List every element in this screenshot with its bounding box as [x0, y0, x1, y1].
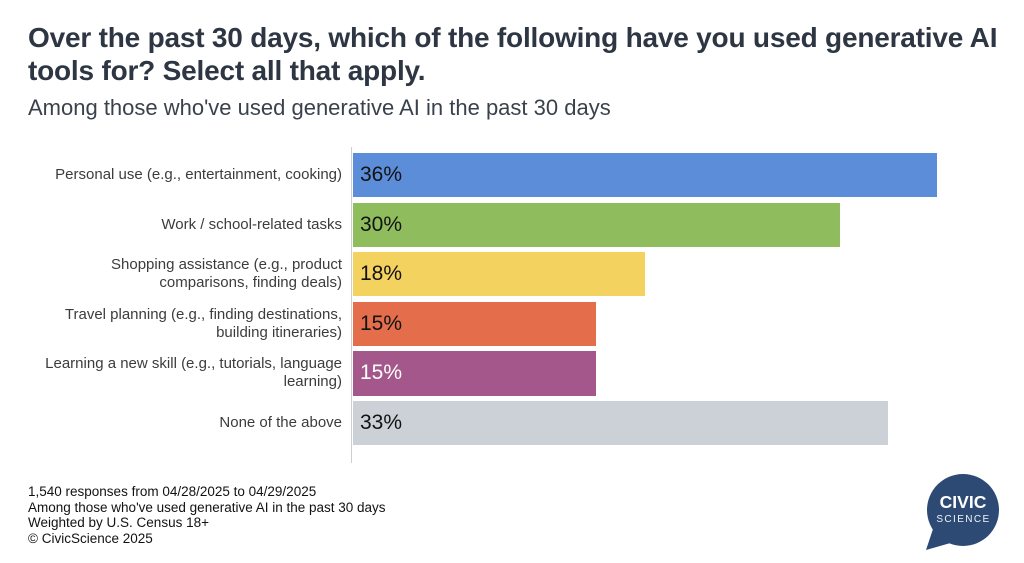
category-label: Personal use (e.g., entertainment, cooki…: [55, 165, 342, 183]
bar-track: 36%: [351, 153, 1024, 198]
bar-row: Learning a new skill (e.g., tutorials, l…: [0, 351, 1024, 396]
bar-row: Shopping assistance (e.g., product compar…: [0, 252, 1024, 297]
bar-row: Travel planning (e.g., finding destinati…: [0, 301, 1024, 346]
bar-track: 15%: [351, 351, 1024, 396]
footer-notes: 1,540 responses from 04/28/2025 to 04/29…: [28, 484, 386, 546]
bar-value-label: 30%: [360, 212, 403, 236]
page-subtitle: Among those who've used generative AI in…: [28, 95, 611, 120]
footer-line: 1,540 responses from 04/28/2025 to 04/29…: [28, 484, 317, 499]
logo-text-science: SCIENCE: [936, 514, 990, 525]
bar: 15%: [353, 301, 597, 346]
speech-bubble-icon: CIVIC SCIENCE: [926, 474, 999, 550]
chart-axis-line: [351, 147, 352, 463]
bar: 30%: [353, 202, 840, 247]
bar-track: 33%: [351, 400, 1024, 446]
footer-line: © CivicScience 2025: [28, 530, 153, 546]
bar-value-label: 36%: [360, 163, 403, 187]
bar-row: Work / school-related tasks 30%: [0, 202, 1024, 247]
category-label: Shopping assistance (e.g., product compar…: [111, 255, 342, 292]
bar-chart: Personal use (e.g., entertainment, cooki…: [0, 153, 1024, 450]
category-label: Travel planning (e.g., finding destinati…: [64, 305, 342, 341]
category-label: Learning a new skill (e.g., tutorials, l…: [45, 355, 342, 391]
bar-track: 18%: [351, 252, 1024, 297]
bar-value-label: 18%: [360, 262, 403, 286]
footer-line: Among those who've used generative AI in…: [28, 499, 386, 515]
bar-value-label: 15%: [360, 361, 403, 385]
category-label: Work / school-related tasks: [161, 215, 342, 233]
bar-value-label: 33%: [360, 410, 403, 434]
bar-row: None of the above 33%: [0, 400, 1024, 446]
civicscience-logo: CIVIC SCIENCE: [920, 470, 1004, 556]
bar-value-label: 15%: [360, 311, 403, 335]
logo-text-civic: CIVIC: [940, 492, 987, 512]
footer-line: Weighted by U.S. Census 18+: [28, 515, 209, 531]
bar: 18%: [353, 252, 645, 297]
bar: 15%: [353, 351, 597, 396]
bar-track: 15%: [351, 301, 1024, 346]
category-label: None of the above: [219, 413, 342, 431]
bar-row: Personal use (e.g., entertainment, cooki…: [0, 153, 1024, 198]
bar-rows: Personal use (e.g., entertainment, cooki…: [0, 153, 1024, 446]
bar: 33%: [353, 400, 889, 446]
bar-track: 30%: [351, 202, 1024, 247]
page-title: Over the past 30 days, which of the foll…: [28, 22, 998, 86]
bar: 36%: [353, 153, 937, 198]
